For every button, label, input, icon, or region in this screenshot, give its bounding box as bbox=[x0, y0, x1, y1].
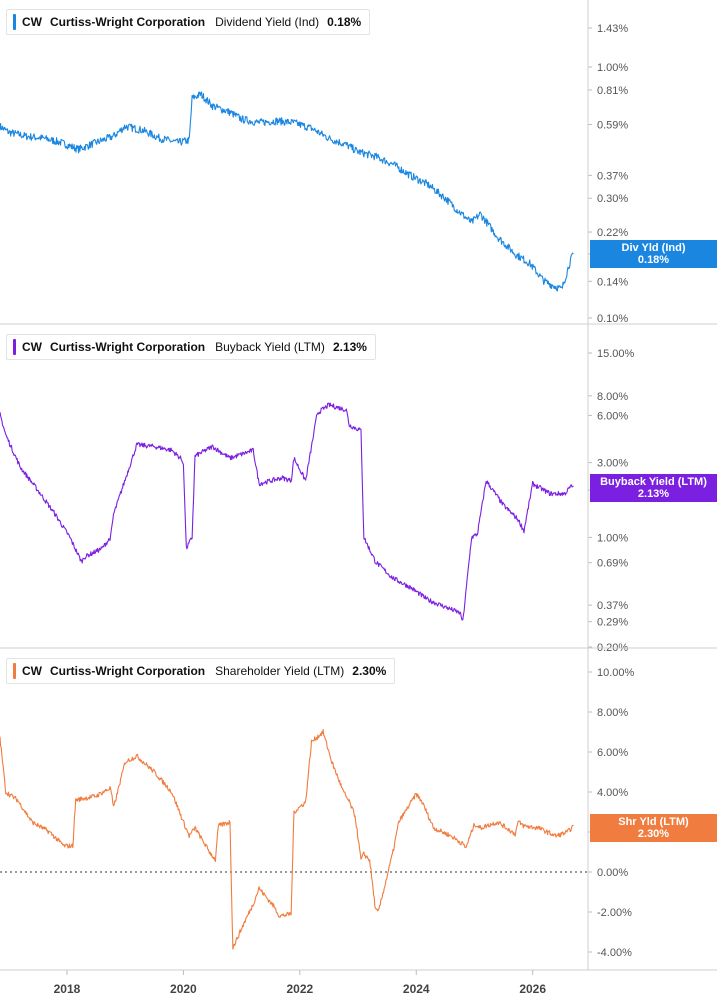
y-tick-label: 3.00% bbox=[597, 458, 628, 470]
tag-label: Shr Yld (LTM) bbox=[618, 816, 689, 828]
y-tick-label: 0.81% bbox=[597, 85, 628, 97]
legend-dividend-yield[interactable]: CW Curtiss-Wright Corporation Dividend Y… bbox=[6, 9, 371, 35]
legend-ticker: CW bbox=[22, 340, 42, 354]
series-line-buyback bbox=[0, 402, 574, 621]
legend-company: Curtiss-Wright Corporation bbox=[50, 664, 206, 678]
legend-shareholder-yield[interactable]: CW Curtiss-Wright Corporation Shareholde… bbox=[6, 658, 396, 684]
legend-metric: Shareholder Yield (LTM) bbox=[215, 664, 345, 678]
y-tick-label: -2.00% bbox=[597, 907, 632, 919]
tag-label: Buyback Yield (LTM) bbox=[600, 476, 707, 488]
y-tick-label: 4.00% bbox=[597, 787, 628, 799]
y-tick-label: 0.37% bbox=[597, 170, 628, 182]
y-tick-label: 0.22% bbox=[597, 227, 628, 239]
legend-metric: Buyback Yield (LTM) bbox=[215, 340, 325, 354]
legend-swatch bbox=[13, 14, 16, 30]
last-value-tag-dividend: Div Yld (Ind) 0.18% bbox=[590, 240, 717, 268]
legend-ticker: CW bbox=[22, 15, 42, 29]
legend-swatch bbox=[13, 339, 16, 355]
last-value-tag-buyback: Buyback Yield (LTM) 2.13% bbox=[590, 474, 717, 502]
y-tick-label: 0.59% bbox=[597, 120, 628, 132]
legend-company: Curtiss-Wright Corporation bbox=[50, 15, 206, 29]
legend-value: 2.13% bbox=[332, 340, 367, 354]
y-tick-label: 6.00% bbox=[597, 747, 628, 759]
y-tick-label: 0.30% bbox=[597, 193, 628, 205]
legend-value: 0.18% bbox=[327, 15, 362, 29]
x-tick-label: 2022 bbox=[286, 982, 313, 996]
legend-swatch bbox=[13, 663, 16, 679]
legend-ticker: CW bbox=[22, 664, 42, 678]
legend-metric: Dividend Yield (Ind) bbox=[215, 15, 320, 29]
y-tick-label: 15.00% bbox=[597, 348, 635, 360]
tag-label: Div Yld (Ind) bbox=[621, 242, 686, 254]
y-tick-label: 8.00% bbox=[597, 391, 628, 403]
y-tick-label: 1.43% bbox=[597, 23, 628, 35]
x-tick-label: 2020 bbox=[170, 982, 197, 996]
last-value-tag-shareholder: Shr Yld (LTM) 2.30% bbox=[590, 814, 717, 842]
x-tick-label: 2018 bbox=[54, 982, 81, 996]
x-tick-label: 2026 bbox=[519, 982, 546, 996]
legend-value: 2.30% bbox=[352, 664, 387, 678]
tag-value: 2.30% bbox=[637, 828, 670, 840]
y-tick-label: -4.00% bbox=[597, 947, 632, 959]
y-tick-label: 0.69% bbox=[597, 558, 628, 570]
tag-value: 0.18% bbox=[637, 254, 670, 266]
y-tick-label: 0.00% bbox=[597, 867, 628, 879]
tag-value: 2.13% bbox=[637, 488, 670, 500]
y-tick-label: 0.14% bbox=[597, 276, 628, 288]
y-tick-label: 10.00% bbox=[597, 667, 635, 679]
y-tick-label: 1.00% bbox=[597, 532, 628, 544]
y-tick-label: 0.10% bbox=[597, 313, 628, 325]
y-tick-label: 0.29% bbox=[597, 617, 628, 629]
y-tick-label: 6.00% bbox=[597, 410, 628, 422]
y-tick-label: 0.37% bbox=[597, 600, 628, 612]
legend-buyback-yield[interactable]: CW Curtiss-Wright Corporation Buyback Yi… bbox=[6, 334, 376, 360]
y-tick-label: 8.00% bbox=[597, 707, 628, 719]
series-line-div bbox=[0, 91, 574, 292]
legend-company: Curtiss-Wright Corporation bbox=[50, 340, 206, 354]
series-line-shareholder bbox=[0, 729, 574, 950]
y-tick-label: 1.00% bbox=[597, 62, 628, 74]
x-tick-label: 2024 bbox=[403, 982, 430, 996]
